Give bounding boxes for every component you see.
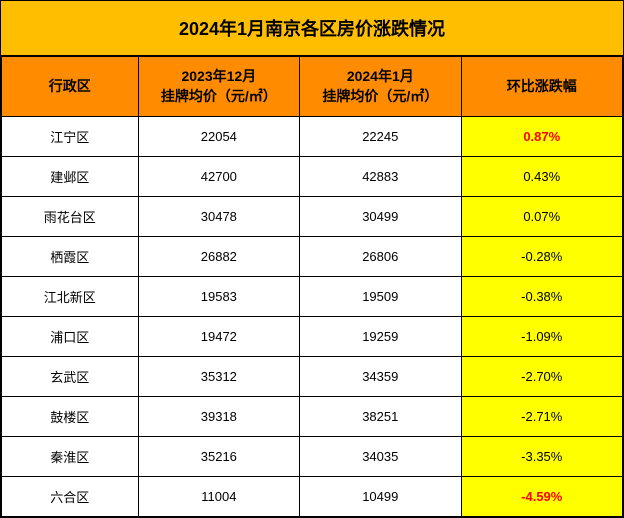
- cell-change: -1.09%: [461, 317, 622, 357]
- table-title: 2024年1月南京各区房价涨跌情况: [1, 1, 623, 56]
- cell-district: 江宁区: [2, 117, 139, 157]
- table-row: 浦口区1947219259-1.09%: [2, 317, 623, 357]
- cell-district: 江北新区: [2, 277, 139, 317]
- cell-district: 六合区: [2, 477, 139, 517]
- cell-jan2024: 22245: [300, 117, 461, 157]
- cell-change: -3.35%: [461, 437, 622, 477]
- cell-jan2024: 34035: [300, 437, 461, 477]
- cell-jan2024: 30499: [300, 197, 461, 237]
- cell-dec2023: 26882: [138, 237, 299, 277]
- cell-jan2024: 42883: [300, 157, 461, 197]
- cell-change: -4.59%: [461, 477, 622, 517]
- price-table-container: 2024年1月南京各区房价涨跌情况 行政区 2023年12月挂牌均价（元/㎡） …: [0, 0, 624, 518]
- header-row: 行政区 2023年12月挂牌均价（元/㎡） 2024年1月挂牌均价（元/㎡） 环…: [2, 57, 623, 117]
- cell-change: -2.70%: [461, 357, 622, 397]
- cell-change: 0.43%: [461, 157, 622, 197]
- cell-jan2024: 19259: [300, 317, 461, 357]
- table-row: 雨花台区30478304990.07%: [2, 197, 623, 237]
- table-row: 玄武区3531234359-2.70%: [2, 357, 623, 397]
- cell-district: 秦淮区: [2, 437, 139, 477]
- table-row: 江北新区1958319509-0.38%: [2, 277, 623, 317]
- cell-dec2023: 39318: [138, 397, 299, 437]
- cell-dec2023: 11004: [138, 477, 299, 517]
- cell-change: -0.28%: [461, 237, 622, 277]
- cell-jan2024: 38251: [300, 397, 461, 437]
- table-row: 江宁区22054222450.87%: [2, 117, 623, 157]
- cell-dec2023: 35312: [138, 357, 299, 397]
- cell-district: 栖霞区: [2, 237, 139, 277]
- cell-dec2023: 42700: [138, 157, 299, 197]
- cell-jan2024: 34359: [300, 357, 461, 397]
- header-dec2023: 2023年12月挂牌均价（元/㎡）: [138, 57, 299, 117]
- cell-dec2023: 30478: [138, 197, 299, 237]
- header-change: 环比涨跌幅: [461, 57, 622, 117]
- cell-jan2024: 19509: [300, 277, 461, 317]
- header-jan2024: 2024年1月挂牌均价（元/㎡）: [300, 57, 461, 117]
- table-row: 建邺区42700428830.43%: [2, 157, 623, 197]
- cell-district: 鼓楼区: [2, 397, 139, 437]
- cell-change: -0.38%: [461, 277, 622, 317]
- price-table: 行政区 2023年12月挂牌均价（元/㎡） 2024年1月挂牌均价（元/㎡） 环…: [1, 56, 623, 517]
- cell-district: 玄武区: [2, 357, 139, 397]
- cell-district: 浦口区: [2, 317, 139, 357]
- table-row: 栖霞区2688226806-0.28%: [2, 237, 623, 277]
- cell-district: 建邺区: [2, 157, 139, 197]
- cell-change: 0.07%: [461, 197, 622, 237]
- table-row: 六合区1100410499-4.59%: [2, 477, 623, 517]
- cell-dec2023: 35216: [138, 437, 299, 477]
- cell-change: -2.71%: [461, 397, 622, 437]
- table-row: 秦淮区3521634035-3.35%: [2, 437, 623, 477]
- header-district: 行政区: [2, 57, 139, 117]
- cell-jan2024: 10499: [300, 477, 461, 517]
- cell-dec2023: 19583: [138, 277, 299, 317]
- table-row: 鼓楼区3931838251-2.71%: [2, 397, 623, 437]
- cell-district: 雨花台区: [2, 197, 139, 237]
- cell-dec2023: 19472: [138, 317, 299, 357]
- cell-jan2024: 26806: [300, 237, 461, 277]
- cell-dec2023: 22054: [138, 117, 299, 157]
- cell-change: 0.87%: [461, 117, 622, 157]
- table-body: 江宁区22054222450.87%建邺区42700428830.43%雨花台区…: [2, 117, 623, 517]
